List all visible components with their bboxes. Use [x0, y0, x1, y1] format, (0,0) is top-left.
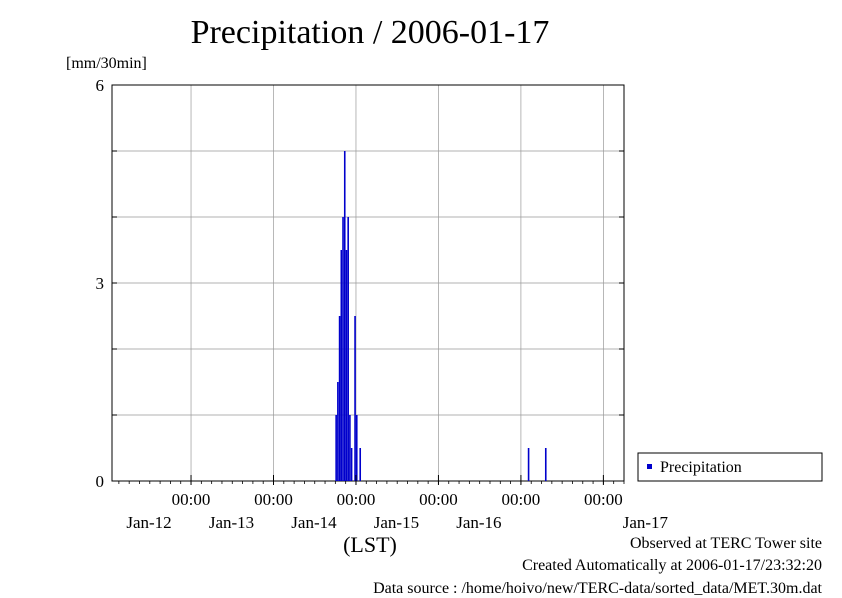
x-tick-date: Jan-16: [456, 513, 501, 532]
bar-series: [335, 151, 547, 481]
x-tick-date: Jan-13: [209, 513, 254, 532]
y-tick-label: 6: [96, 76, 105, 95]
grid-lines: [112, 85, 624, 481]
precipitation-bar: [544, 448, 547, 481]
precipitation-bar: [349, 415, 351, 481]
legend-box: [637, 452, 823, 482]
x-tick-time: 00:00: [419, 490, 458, 509]
x-tick-time: 00:00: [584, 490, 623, 509]
legend-swatch: [647, 464, 652, 469]
footer-source: Data source : /home/hoivo/new/TERC-data/…: [373, 580, 822, 597]
precipitation-bar: [338, 316, 341, 481]
x-tick-date: Jan-14: [291, 513, 337, 532]
footer-created: Created Automatically at 2006-01-17/23:3…: [522, 557, 822, 574]
y-tick-label: 3: [96, 274, 105, 293]
precipitation-bar: [337, 382, 339, 481]
precipitation-bar: [527, 448, 530, 481]
precipitation-bar: [350, 448, 353, 481]
precipitation-bar: [343, 151, 346, 481]
precipitation-bar: [359, 448, 362, 481]
x-tick-time: 00:00: [254, 490, 293, 509]
y-tick-label: 0: [96, 472, 105, 491]
legend-label: Precipitation: [660, 459, 742, 476]
x-tick-time: 00:00: [502, 490, 541, 509]
precipitation-bar: [342, 217, 344, 481]
chart-title: Precipitation / 2006-01-17: [190, 14, 550, 51]
x-tick-date: Jan-12: [126, 513, 171, 532]
precipitation-bar: [340, 250, 343, 481]
x-tick-time: 00:00: [337, 490, 376, 509]
precipitation-bar: [347, 217, 349, 481]
axis-ticks: 03600:00Jan-1200:00Jan-1300:00Jan-1400:0…: [96, 76, 669, 532]
footer-site: Observed at TERC Tower site: [629, 535, 822, 552]
x-axis-label: (LST): [343, 532, 397, 557]
x-tick-date: Jan-17: [623, 513, 669, 532]
x-tick-time: 00:00: [172, 490, 211, 509]
precipitation-bar: [345, 250, 348, 481]
precipitation-bar: [355, 415, 358, 481]
y-axis-label: [mm/30min]: [66, 55, 147, 72]
x-tick-date: Jan-15: [374, 513, 419, 532]
precipitation-bar: [335, 415, 337, 481]
precipitation-bar: [354, 316, 356, 481]
legend: Precipitation: [637, 452, 823, 482]
